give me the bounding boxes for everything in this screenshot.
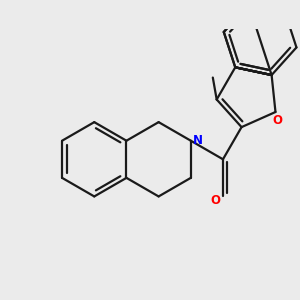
Text: O: O [272,114,282,127]
Text: O: O [211,194,220,207]
Text: N: N [193,134,203,147]
